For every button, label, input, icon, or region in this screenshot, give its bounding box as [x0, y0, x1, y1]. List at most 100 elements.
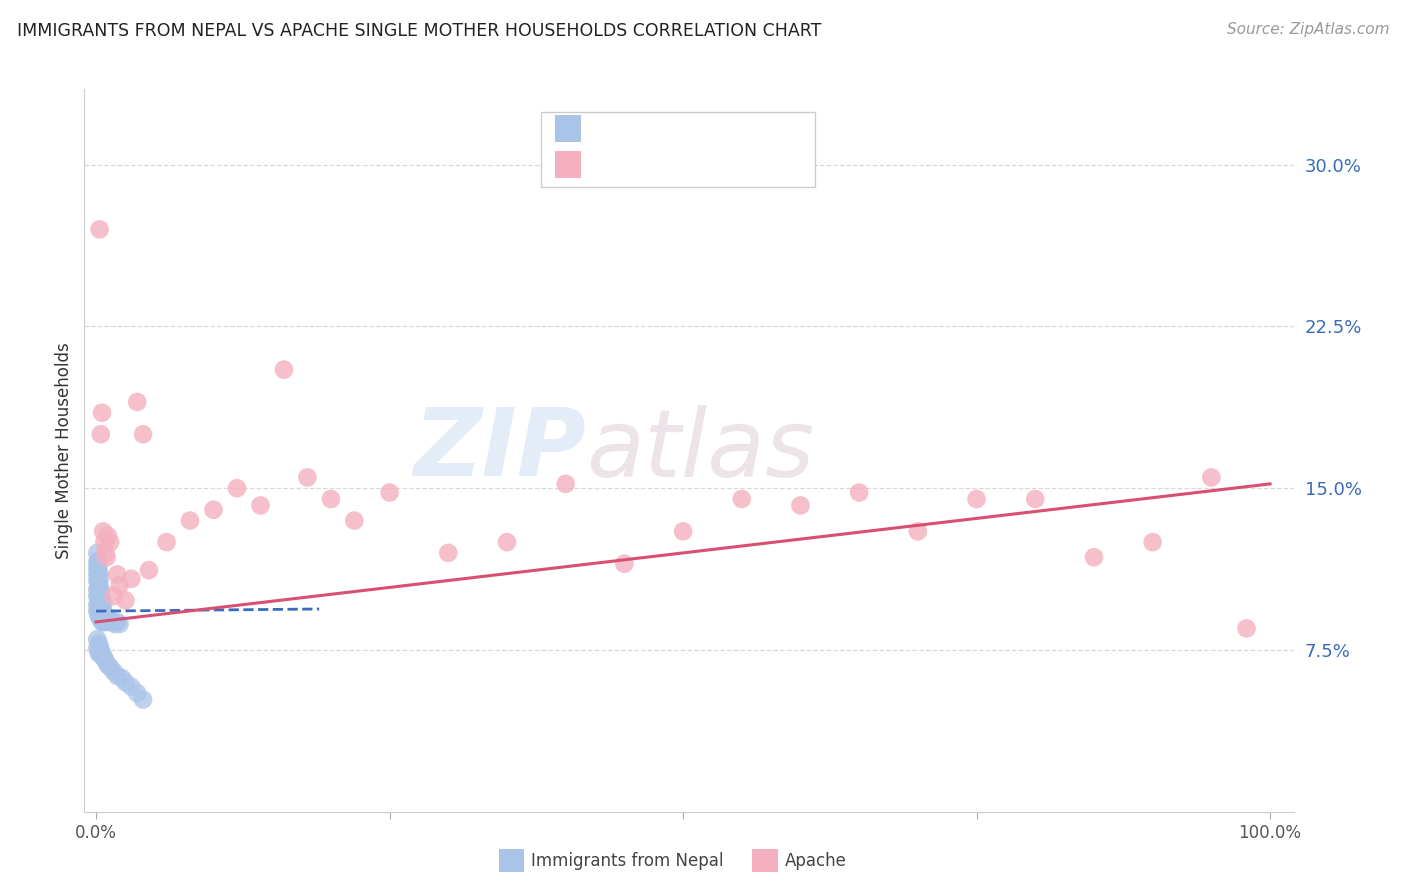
Point [93, 615, 115, 629]
Point [87, 595, 110, 609]
Point [127, 395, 149, 409]
Point [98, 660, 121, 674]
Point [91, 615, 114, 629]
Point [127, 686, 149, 700]
Point [97, 529, 120, 543]
Text: ZIP: ZIP [413, 404, 586, 497]
Point [202, 502, 225, 516]
Point [86, 640, 108, 655]
Point [273, 362, 295, 376]
Point [97, 658, 120, 673]
Point [87, 555, 110, 569]
Point [101, 615, 124, 629]
Point [89, 647, 111, 661]
Text: N =: N = [689, 120, 728, 137]
Point [96, 550, 118, 565]
Point [120, 680, 142, 694]
Point [907, 524, 929, 539]
Point [86, 589, 108, 603]
Point [89, 582, 111, 597]
Point [249, 499, 271, 513]
Point [96, 613, 118, 627]
Point [93, 535, 115, 549]
Point [114, 593, 136, 607]
Point [91, 607, 114, 621]
Point [132, 692, 155, 706]
Point [1142, 535, 1164, 549]
Point [91, 647, 114, 661]
Point [97, 610, 120, 624]
Point [319, 491, 342, 506]
Point [90, 613, 112, 627]
Point [613, 557, 636, 571]
Point [90, 598, 112, 612]
Text: Source: ZipAtlas.com: Source: ZipAtlas.com [1226, 22, 1389, 37]
Text: Immigrants from Nepal: Immigrants from Nepal [531, 852, 724, 870]
Point [966, 491, 988, 506]
Point [120, 572, 142, 586]
Point [87, 567, 110, 582]
Point [108, 617, 131, 632]
Point [86, 582, 108, 597]
Point [86, 561, 108, 575]
Point [89, 598, 111, 612]
Point [226, 481, 249, 495]
Text: 0.017: 0.017 [630, 120, 686, 137]
Text: R =: R = [592, 155, 631, 173]
Text: Apache: Apache [785, 852, 846, 870]
Point [672, 524, 695, 539]
Point [104, 617, 127, 632]
Point [86, 555, 108, 569]
Point [91, 607, 114, 621]
Text: IMMIGRANTS FROM NEPAL VS APACHE SINGLE MOTHER HOUSEHOLDS CORRELATION CHART: IMMIGRANTS FROM NEPAL VS APACHE SINGLE M… [17, 22, 821, 40]
Point [89, 574, 111, 588]
Point [108, 578, 131, 592]
Point [87, 608, 110, 623]
Point [87, 645, 110, 659]
Point [94, 615, 117, 629]
Text: R =: R = [592, 120, 631, 137]
Point [91, 598, 114, 612]
Point [87, 581, 110, 595]
Text: N =: N = [689, 155, 728, 173]
Point [91, 591, 114, 606]
Point [94, 546, 117, 560]
Point [111, 671, 134, 685]
Text: atlas: atlas [586, 405, 814, 496]
Point [86, 632, 108, 647]
Point [86, 567, 108, 582]
Text: 70: 70 [728, 120, 754, 137]
Point [1201, 470, 1223, 484]
Point [93, 607, 115, 621]
Point [90, 427, 112, 442]
Point [91, 598, 114, 612]
Point [89, 222, 111, 236]
Point [103, 589, 125, 603]
Point [1083, 550, 1105, 565]
Point [86, 598, 108, 612]
Point [98, 615, 121, 629]
Point [90, 582, 112, 597]
Point [91, 406, 114, 420]
Point [1236, 621, 1258, 635]
Text: 0.404: 0.404 [630, 155, 686, 173]
Point [91, 649, 114, 664]
Point [86, 546, 108, 560]
Point [86, 604, 108, 618]
Point [87, 589, 110, 603]
Point [554, 476, 576, 491]
Point [89, 567, 111, 582]
Point [103, 665, 125, 679]
Point [155, 535, 177, 549]
Point [91, 615, 114, 629]
Y-axis label: Single Mother Households: Single Mother Households [55, 343, 73, 558]
Point [91, 524, 114, 539]
Point [789, 499, 811, 513]
Point [105, 615, 128, 629]
Point [132, 427, 155, 442]
Point [98, 535, 121, 549]
Point [105, 669, 128, 683]
Point [343, 514, 366, 528]
Point [87, 636, 110, 650]
Point [179, 514, 201, 528]
